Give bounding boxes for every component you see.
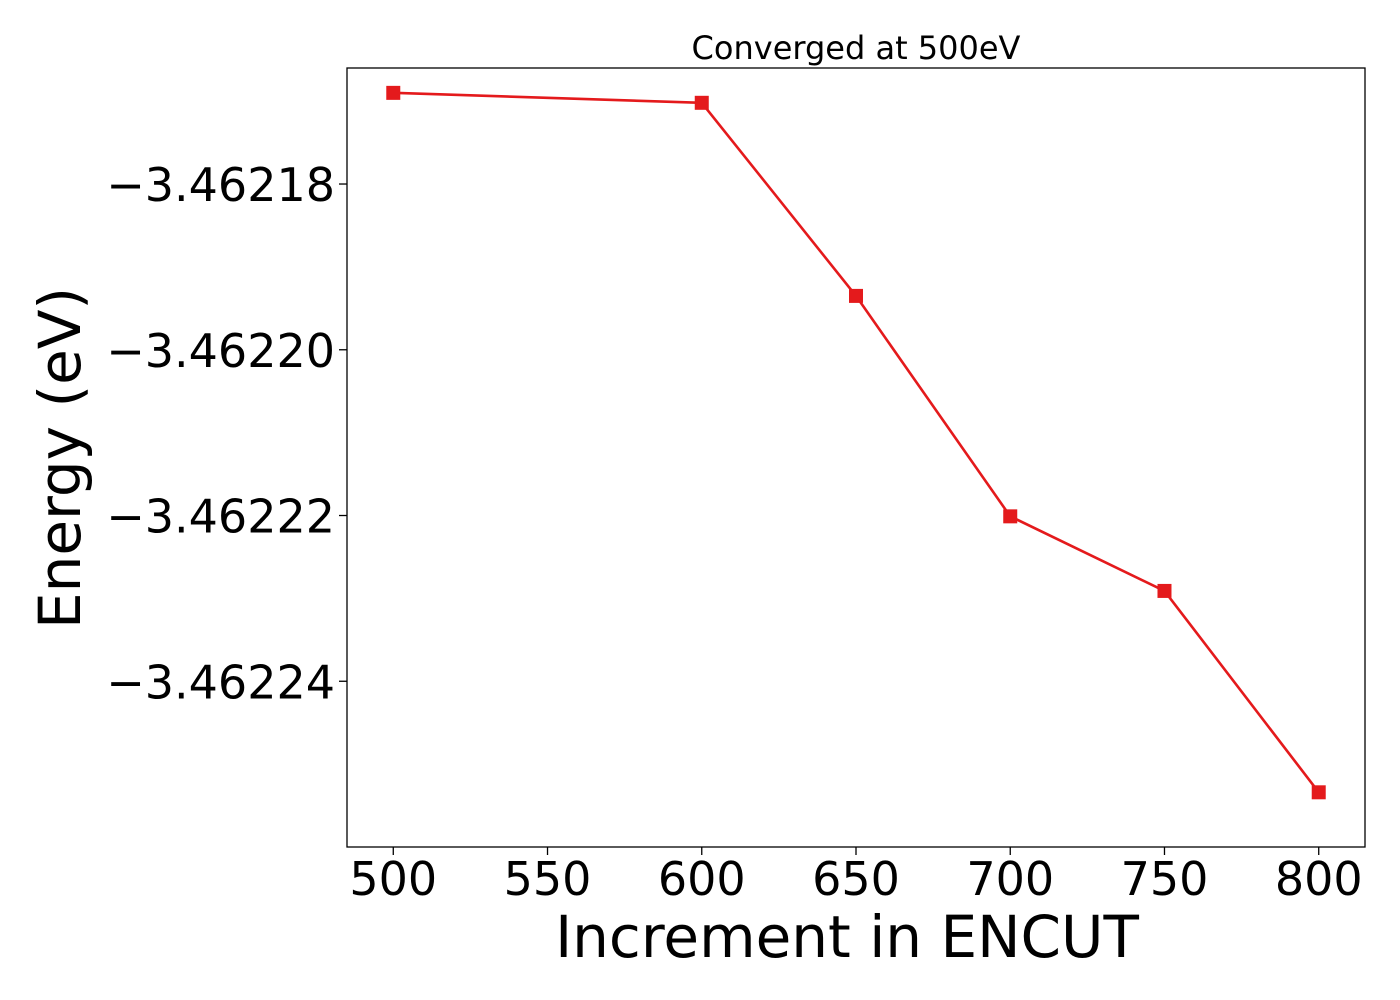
y-tick-label: −3.46224 [106,655,335,709]
data-point-marker [694,95,709,110]
y-axis-label: Energy (eV) [26,287,94,629]
plot-layer [386,85,1326,800]
x-axis: 500 550 600 650 700 750 800 [349,847,1363,906]
x-tick-label: 500 [349,852,437,906]
y-axis: −3.46218 −3.46220 −3.46222 −3.46224 [106,158,347,709]
x-tick-label: 550 [504,852,592,906]
series-line [393,91,1320,794]
y-tick-label: −3.46218 [106,158,335,212]
data-point-marker [849,288,863,303]
y-tick-label: −3.46220 [106,324,335,378]
x-tick-label: 750 [1121,852,1209,906]
x-tick-label: 650 [812,852,900,906]
x-axis-label: Increment in ENCUT [555,903,1139,971]
data-point-marker [386,85,401,100]
data-point-marker [1157,583,1172,598]
chart-title: Converged at 500eV [692,29,1021,67]
data-point-marker [1311,785,1326,800]
x-tick-label: 800 [1275,852,1363,906]
x-tick-label: 600 [658,852,746,906]
data-point-marker [1003,509,1018,524]
y-tick-label: −3.46222 [106,490,335,544]
x-tick-label: 700 [966,852,1054,906]
